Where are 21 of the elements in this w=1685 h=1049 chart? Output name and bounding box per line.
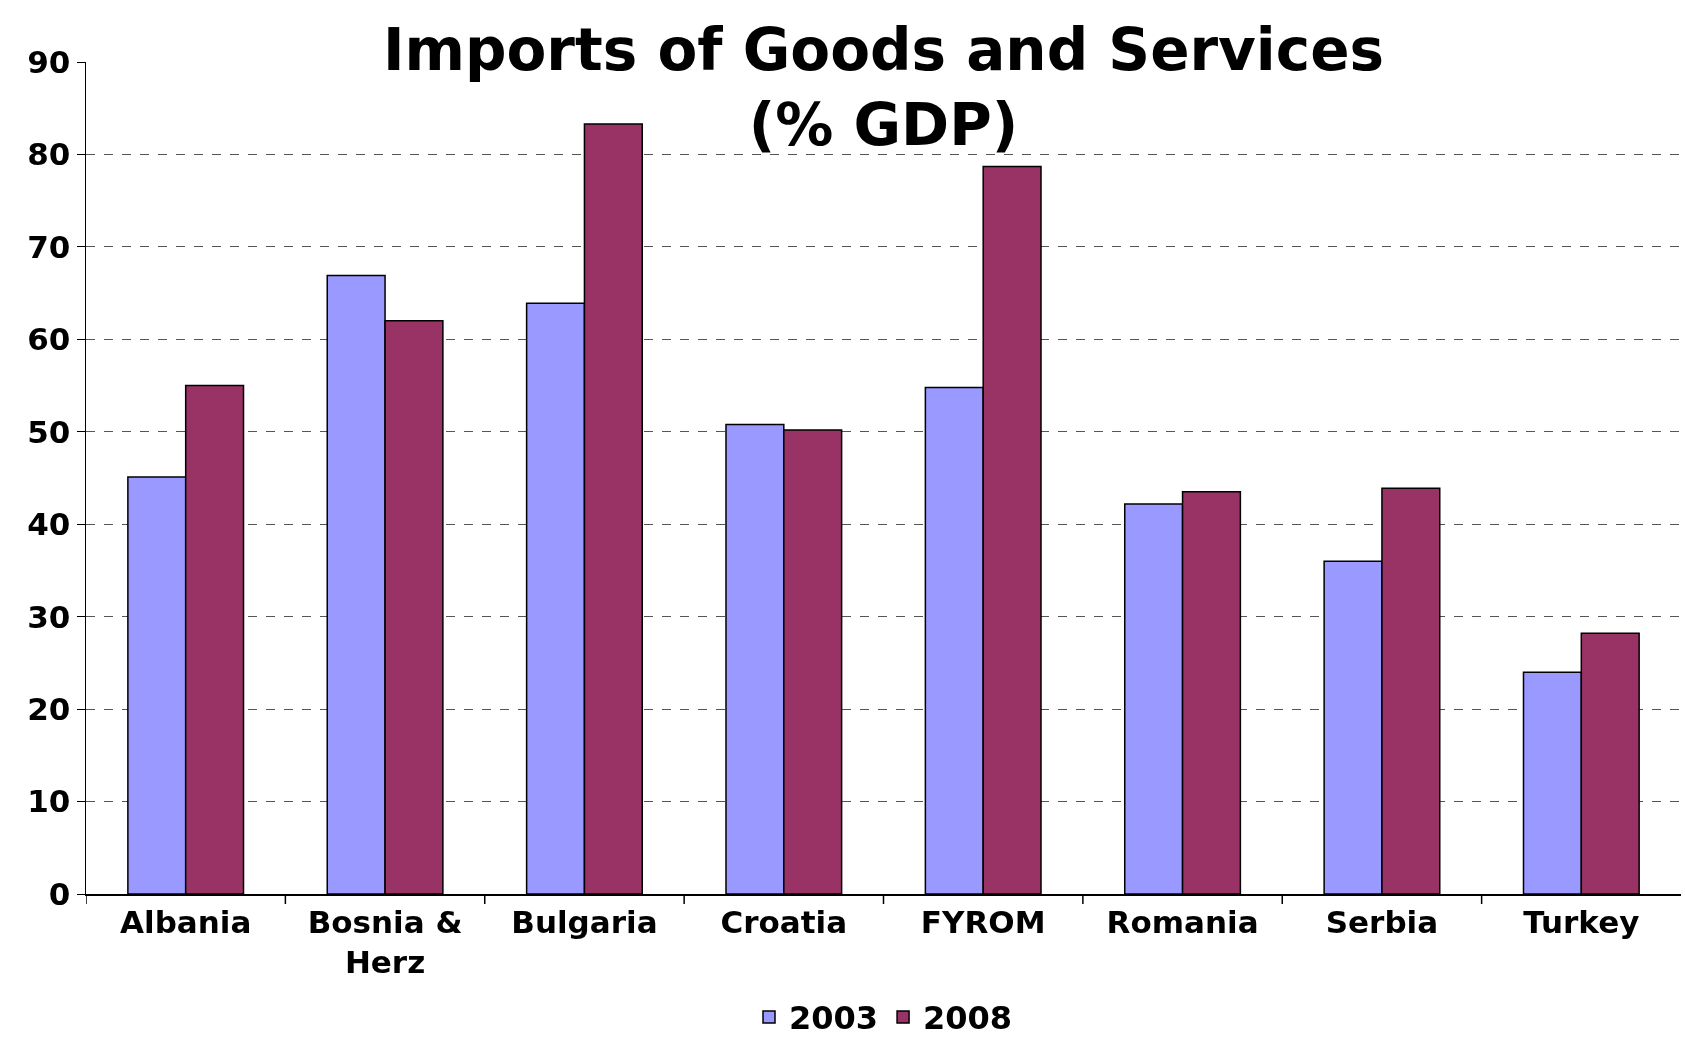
legend-label: 2003 xyxy=(789,999,879,1038)
y-tick-label: 90 xyxy=(27,43,71,80)
y-tick-label: 70 xyxy=(27,228,71,265)
chart-title: Imports of Goods and Services (% GDP) xyxy=(382,15,1385,159)
x-tick-label: Croatia xyxy=(720,903,848,940)
x-tick-label: Romania xyxy=(1106,903,1259,940)
x-tick-label: Bulgaria xyxy=(511,903,658,940)
y-tick-label: 20 xyxy=(27,690,71,727)
y-tick-label: 40 xyxy=(27,506,71,543)
y-tick-label: 0 xyxy=(48,875,71,912)
y-tick-label: 80 xyxy=(27,136,71,173)
legend-label: 2008 xyxy=(923,999,1013,1038)
x-tick-label: FYROM xyxy=(920,903,1046,940)
y-tick-label: 30 xyxy=(27,598,71,635)
y-tick-label: 50 xyxy=(27,413,71,450)
x-tick-label: Bosnia & Herz xyxy=(307,903,463,980)
x-tick-label: Albania xyxy=(120,903,252,940)
x-tick-label: Turkey xyxy=(1523,903,1640,940)
x-tick-label: Serbia xyxy=(1325,903,1439,940)
y-tick-label: 10 xyxy=(27,783,71,820)
y-tick-label: 60 xyxy=(27,321,71,358)
